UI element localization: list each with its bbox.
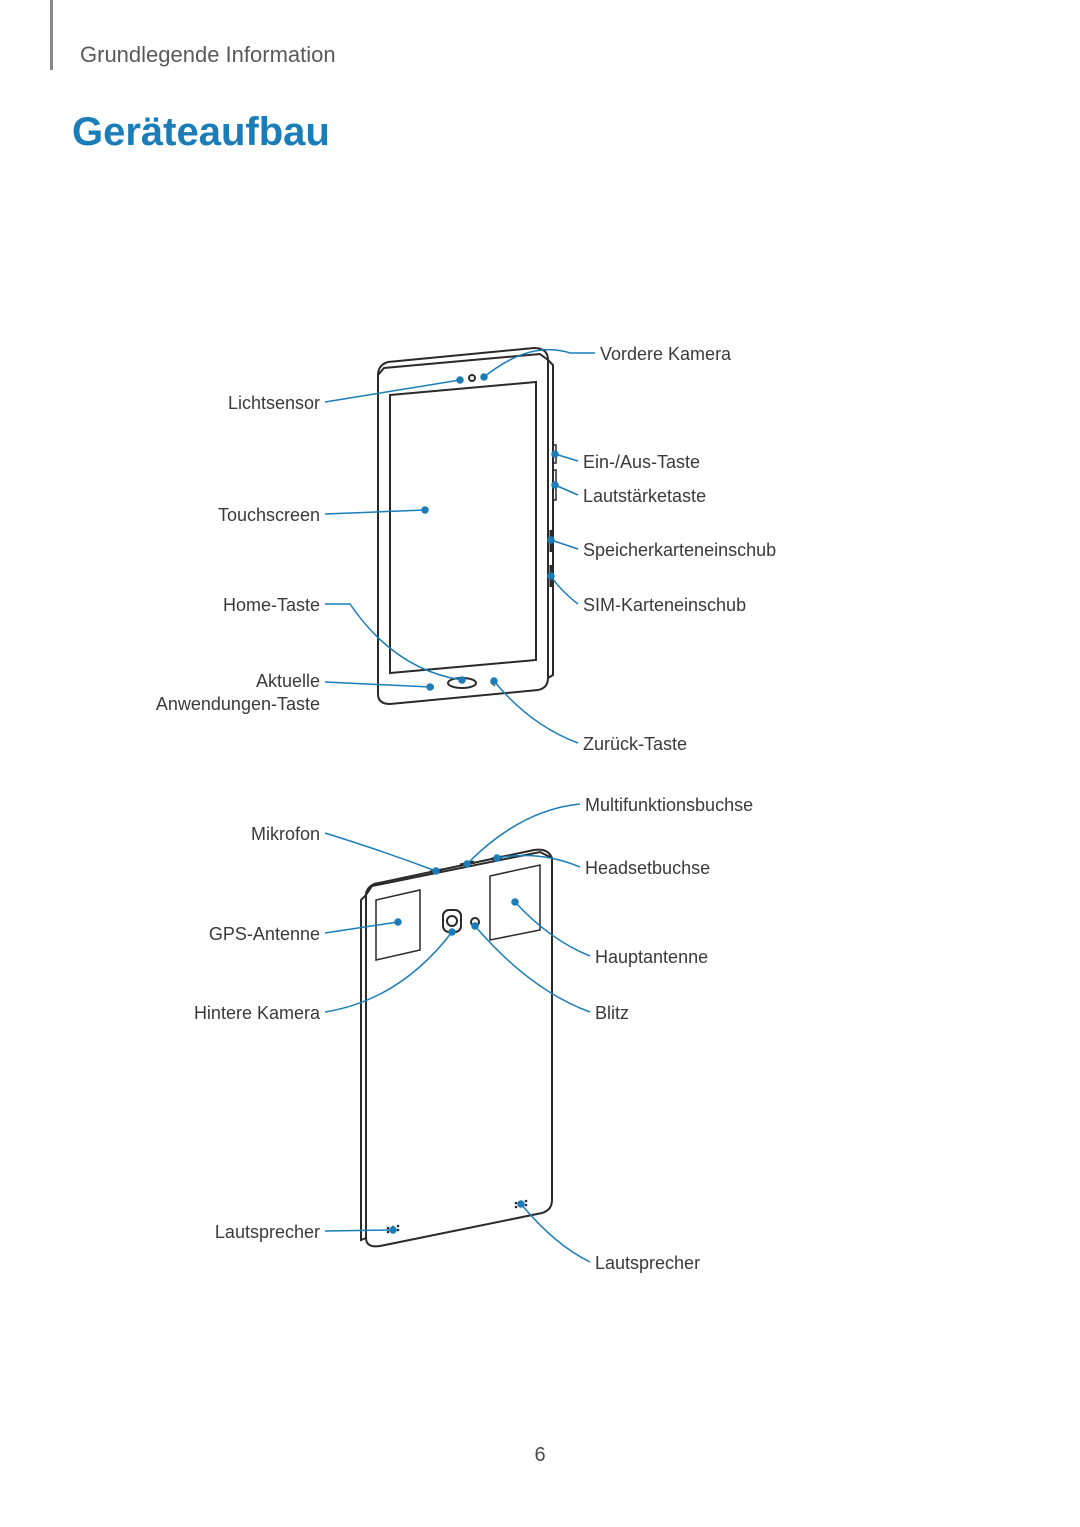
label-mikrofon: Mikrofon xyxy=(251,824,320,845)
device-diagram xyxy=(0,170,1080,1320)
section-header: Grundlegende Information xyxy=(80,42,336,68)
label-sim-karteneinschub: SIM-Karteneinschub xyxy=(583,595,746,616)
label-lautsprecher-links: Lautsprecher xyxy=(215,1222,320,1243)
label-gps-antenne: GPS-Antenne xyxy=(209,924,320,945)
label-ein-aus-taste: Ein-/Aus-Taste xyxy=(583,452,700,473)
label-zurueck-taste: Zurück-Taste xyxy=(583,734,687,755)
label-aktuelle-anwendungen: Aktuelle Anwendungen-Taste xyxy=(156,670,320,717)
label-headsetbuchse: Headsetbuchse xyxy=(585,858,710,879)
label-lichtsensor: Lichtsensor xyxy=(228,393,320,414)
page-number: 6 xyxy=(0,1444,1080,1467)
page-title: Geräteaufbau xyxy=(72,110,330,155)
label-vordere-kamera: Vordere Kamera xyxy=(600,344,731,365)
label-lautstaerketaste: Lautstärketaste xyxy=(583,486,706,507)
header-divider xyxy=(50,0,53,70)
label-lautsprecher-rechts: Lautsprecher xyxy=(595,1253,700,1274)
label-hintere-kamera: Hintere Kamera xyxy=(194,1003,320,1024)
label-line1: Aktuelle xyxy=(256,671,320,691)
label-line2: Anwendungen-Taste xyxy=(156,694,320,714)
label-speicherkarteneinschub: Speicherkarteneinschub xyxy=(583,540,776,561)
label-home-taste: Home-Taste xyxy=(223,595,320,616)
label-blitz: Blitz xyxy=(595,1003,629,1024)
diagram-area: Lichtsensor Touchscreen Home-Taste Aktue… xyxy=(0,170,1080,1170)
label-hauptantenne: Hauptantenne xyxy=(595,947,708,968)
label-multifunktionsbuchse: Multifunktionsbuchse xyxy=(585,795,753,816)
label-touchscreen: Touchscreen xyxy=(218,505,320,526)
